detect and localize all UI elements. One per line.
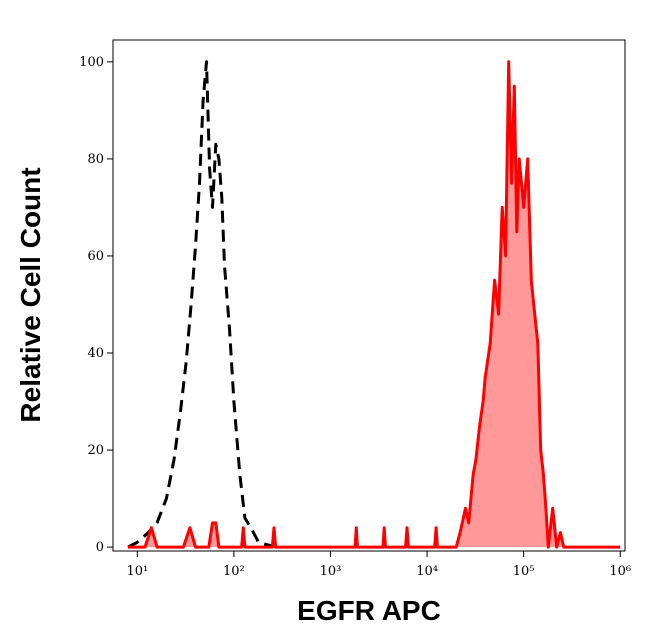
y-tick-label: 100: [79, 55, 104, 70]
x-axis-title: EGFR APC: [297, 595, 441, 626]
y-tick-label: 0: [96, 540, 104, 555]
histogram-line: [127, 60, 278, 549]
area: [128, 61, 621, 548]
x-tick-label: 10⁵: [513, 564, 535, 579]
x-tick-label: 10¹: [126, 564, 148, 579]
y-axis-title: Relative Cell Count: [15, 167, 46, 422]
x-tick-label: 10³: [320, 564, 342, 579]
x-tick-label: 10²: [223, 564, 245, 579]
y-tick-label: 60: [87, 249, 104, 264]
y-tick-label: 20: [87, 443, 104, 458]
y-tick-label: 80: [87, 152, 104, 167]
histogram-line: [128, 60, 621, 549]
x-tick-label: 10⁴: [416, 564, 438, 579]
plot-frame: [112, 39, 626, 552]
x-tick-label: 10⁶: [609, 564, 631, 579]
y-tick-label: 40: [87, 346, 104, 361]
